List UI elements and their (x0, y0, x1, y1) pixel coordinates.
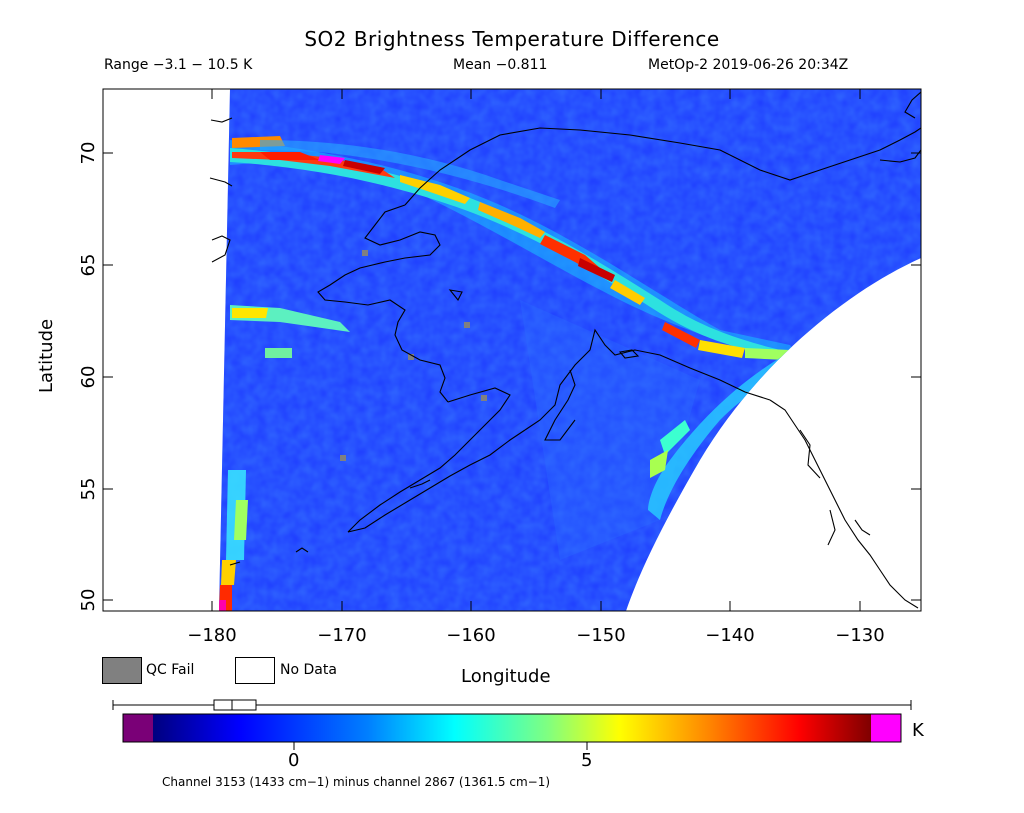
y-tick-label: 50 (78, 589, 99, 612)
coastline (209, 91, 921, 609)
qc-fail-pixel (362, 250, 368, 256)
colorbar (112, 699, 912, 750)
mean-text: Mean −0.811 (453, 57, 548, 73)
x-tick-label: −130 (835, 625, 884, 646)
chart-title: SO2 Brightness Temperature Difference (304, 27, 720, 51)
qc-fail-pixel (408, 354, 414, 360)
colorbar-unit: K (912, 720, 924, 741)
colorbar-over (871, 714, 901, 742)
x-tick-label: −160 (446, 625, 495, 646)
qc-fail-label: QC Fail (146, 662, 195, 678)
colorbar-gradient (153, 714, 871, 742)
range-text: Range −3.1 − 10.5 K (104, 57, 253, 73)
no-data-label: No Data (280, 662, 337, 678)
x-tick-label: −170 (317, 625, 366, 646)
colorbar-box-marker (213, 699, 257, 711)
qc-fail-pixel (340, 455, 346, 461)
x-axis-ticks (211, 89, 861, 611)
channel-caption: Channel 3153 (1433 cm−1) minus channel 2… (162, 775, 551, 789)
colorbar-tick-label: 0 (288, 750, 300, 771)
y-axis-ticks (103, 152, 921, 601)
satellite-timestamp: MetOp-2 2019-06-26 20:34Z (648, 57, 849, 73)
colorbar-tick-label: 5 (581, 750, 593, 771)
x-tick-label: −150 (576, 625, 625, 646)
x-tick-label: −140 (705, 625, 754, 646)
x-tick-label: −180 (187, 625, 236, 646)
qc-fail-swatch (102, 657, 142, 684)
y-tick-label: 70 (78, 142, 99, 165)
y-tick-label: 55 (78, 478, 99, 501)
qc-fail-pixel (481, 395, 487, 401)
qc-fail-pixel (464, 322, 470, 328)
y-tick-label: 60 (78, 366, 99, 389)
y-axis-label: Latitude (36, 318, 57, 393)
colorbar-under (123, 714, 153, 742)
x-axis-label: Longitude (461, 666, 551, 687)
no-data-swatch (235, 657, 275, 684)
y-tick-label: 65 (78, 254, 99, 277)
